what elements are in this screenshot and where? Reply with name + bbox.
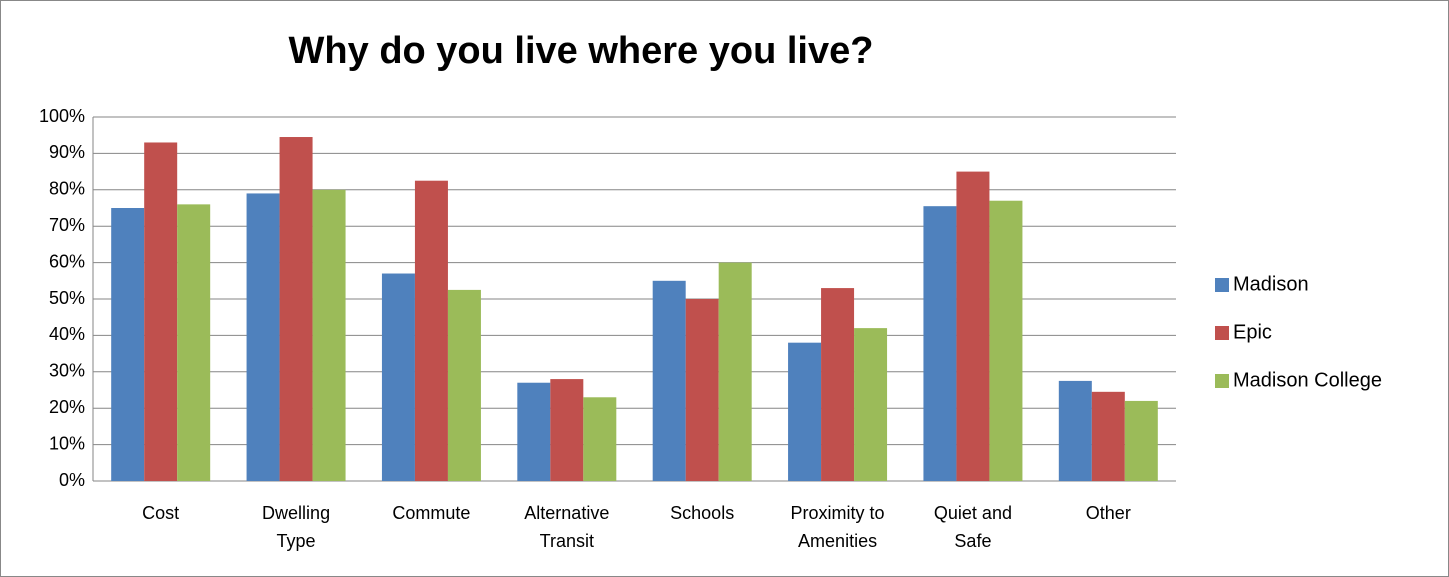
y-tick-label: 0% (59, 470, 85, 490)
x-tick-label: Schools (670, 503, 735, 523)
y-tick-label: 30% (49, 361, 85, 381)
bar (1124, 400, 1158, 481)
y-tick-label: 20% (49, 397, 85, 417)
y-tick-label: 90% (49, 142, 85, 162)
bar (144, 142, 178, 482)
x-tick-label: Alternative Transit (524, 503, 610, 551)
bar (447, 289, 481, 481)
bar (718, 262, 752, 481)
bar (956, 171, 990, 481)
bar (381, 273, 415, 481)
bar (550, 379, 584, 481)
bar (517, 382, 551, 481)
chart-title: Why do you live where you live? (289, 30, 874, 72)
y-tick-label: 10% (49, 433, 85, 453)
bar (821, 288, 855, 481)
bar (685, 299, 719, 481)
bar (788, 342, 822, 481)
y-tick-label: 70% (49, 215, 85, 235)
bar (414, 180, 448, 481)
x-tick-label: Commute (392, 503, 471, 523)
y-tick-label: 40% (49, 324, 85, 344)
bar (246, 193, 280, 481)
bar (1058, 380, 1092, 481)
bar (854, 328, 888, 481)
bar (312, 189, 346, 482)
bar (279, 137, 313, 481)
y-tick-label: 50% (49, 288, 85, 308)
legend-label: Madison College (1233, 369, 1382, 391)
bar (111, 208, 145, 481)
x-tick-label: Proximity to Amenities (790, 503, 885, 551)
bar (177, 204, 211, 482)
y-tick-label: 80% (49, 179, 85, 199)
legend-label: Epic (1233, 321, 1272, 343)
bar (989, 200, 1023, 481)
legend-swatch (1215, 326, 1229, 340)
legend-label: Madison (1233, 273, 1309, 295)
y-tick-label: 100% (39, 106, 85, 126)
x-tick-label: Quiet and Safe (933, 503, 1012, 551)
x-tick-label: Other (1085, 503, 1131, 523)
y-tick-label: 60% (49, 251, 85, 271)
bar (583, 397, 617, 481)
x-tick-label: Dwelling Type (262, 503, 331, 551)
bar (1091, 391, 1125, 481)
legend-swatch (1215, 374, 1229, 388)
x-tick-label: Cost (142, 503, 180, 523)
bar (652, 280, 686, 481)
bar (923, 206, 957, 481)
legend-swatch (1215, 278, 1229, 292)
